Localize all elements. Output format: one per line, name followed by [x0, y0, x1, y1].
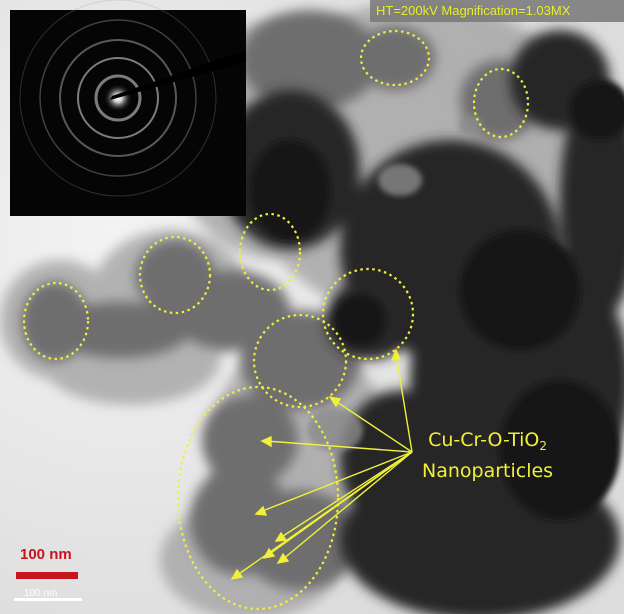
annotation-arrows	[230, 348, 413, 580]
annotation-circle	[176, 385, 340, 611]
acquisition-info: HT=200kV Magnification=1.03MX	[370, 0, 624, 22]
annotation-circle	[22, 281, 90, 361]
saed-diffraction-inset	[10, 0, 246, 216]
scale-bar-label-small: 100 nm	[24, 588, 58, 599]
beam-stopper	[110, 50, 246, 100]
scale-bar-label: 100 nm	[20, 546, 72, 563]
annotation-circle	[252, 313, 348, 409]
annotation-circle	[359, 29, 431, 87]
particle-label-line1: Cu-Cr-O-TiO2	[428, 429, 547, 453]
annotation-circle	[138, 235, 212, 315]
scale-bar-small	[14, 598, 82, 601]
annotation-circle	[238, 212, 302, 292]
scale-bar	[16, 572, 78, 579]
annotation-circle	[321, 267, 415, 361]
annotation-circles	[22, 29, 530, 611]
annotation-circle	[472, 67, 530, 139]
dense-core	[250, 80, 624, 520]
particle-label: Cu-Cr-O-TiO2 Nanoparticles	[422, 428, 553, 484]
light-gap	[307, 115, 482, 452]
particle-label-line2: Nanoparticles	[422, 460, 554, 482]
